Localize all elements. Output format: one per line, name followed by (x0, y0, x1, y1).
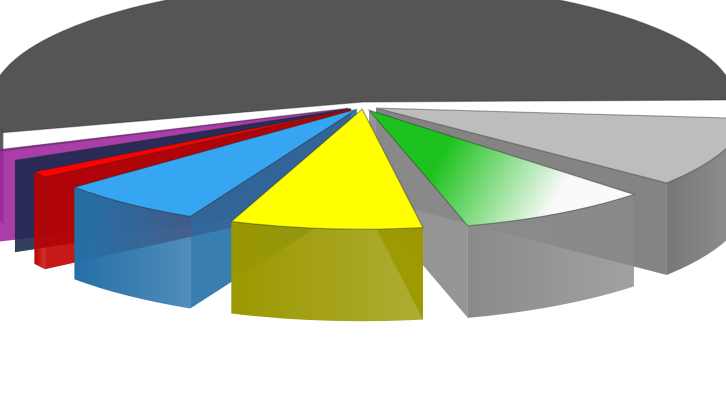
pie-slice-4-side (231, 221, 423, 322)
pie-slice-4 (229, 108, 424, 322)
pie-slice-6-top (32, 108, 352, 178)
pie-slice-3-side (467, 194, 634, 318)
pie-slice-5-top (72, 108, 358, 218)
pie-slice-8-top (0, 107, 349, 152)
pie-slice-1-top (0, 0, 726, 134)
pie-slice-7-top (13, 107, 351, 163)
pie-slice-2-side (666, 148, 726, 275)
pie-slice-6-side (34, 171, 46, 270)
pie-slice-3 (367, 108, 636, 318)
pie-slice-2-top (375, 107, 726, 184)
pie-slice-3-top (367, 108, 636, 227)
pie-slice-5-side (74, 187, 191, 309)
pie-slice-3-wall (369, 110, 468, 318)
pie-slice-4-top (229, 108, 424, 230)
